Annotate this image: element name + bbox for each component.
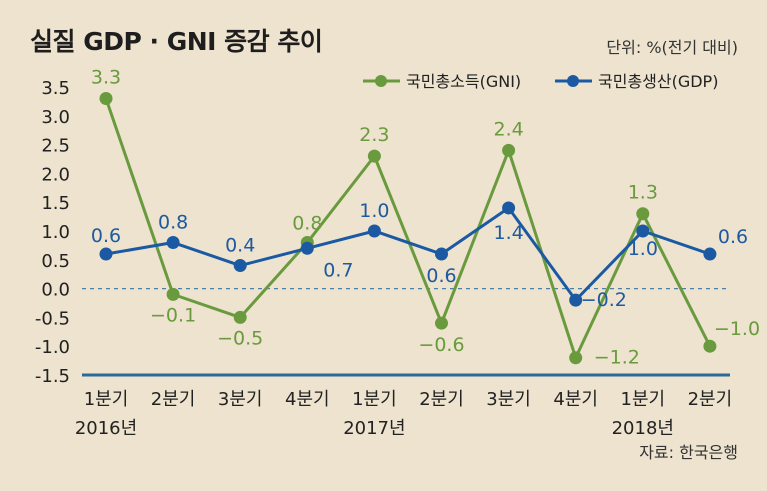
x-year-label: 2017년 [343,418,405,439]
gdp-data-label: 0.7 [323,259,353,281]
legend-gni-marker [375,75,387,87]
gdp-point [569,293,583,307]
chart-title: 실질 GDP · GNI 증감 추이 [30,27,322,56]
gni-data-label: 2.3 [359,124,389,146]
gdp-data-label: −0.2 [581,289,627,311]
gni-point [166,287,180,301]
legend-gni-label: 국민총소득(GNI) [406,72,521,91]
x-tick-label: 2분기 [419,389,464,410]
y-axis-ticks: 3.5 3.0 2.5 2.0 1.5 1.0 0.5 0.0 -0.5 -1.0 -1.5 [35,78,70,387]
gni-data-label: −1.0 [714,318,760,340]
gdp-point [367,224,381,238]
gdp-point [435,247,448,261]
gni-point [435,316,448,330]
gdp-point [99,247,113,261]
y-tick-label: -0.5 [35,308,70,329]
y-tick-label: -1.0 [35,337,70,358]
y-tick-label: 0.5 [41,251,70,272]
gdp-series-line [105,206,711,302]
gdp-data-label: 0.6 [426,265,456,287]
x-tick-label: 1분기 [352,389,397,410]
gni-data-label: 2.4 [493,118,523,140]
x-year-label: 2016년 [75,418,137,439]
gni-data-label: −0.1 [150,304,196,326]
x-tick-label: 3분기 [218,389,263,410]
series-group: 3.3 −0.1 −0.5 0.8 2.3 −0.6 2.4 −1.2 1.3 −1.0 0.6 0.… [91,67,760,369]
gdp-point [636,224,650,238]
gni-point [99,92,113,106]
gni-data-label: 0.8 [292,213,322,235]
legend: 국민총소득(GNI) 국민총생산(GDP) [363,72,718,91]
gdp-data-label: 1.0 [628,238,658,260]
legend-gdp-marker [567,75,579,87]
gni-point [233,310,247,324]
y-tick-label: -1.5 [35,366,70,387]
x-year-label: 2018년 [612,418,674,439]
gni-point [703,339,717,353]
gdp-point [703,247,717,261]
x-tick-label: 2분기 [151,389,196,410]
x-tick-label: 1분기 [621,389,666,410]
gni-point [569,351,583,365]
gni-data-label: −1.2 [594,347,640,369]
gni-data-label: 1.3 [628,182,658,204]
gdp-data-label: 1.4 [493,222,523,244]
x-tick-label: 1분기 [84,389,129,410]
gni-data-label: −0.5 [217,327,263,349]
gdp-data-label: 0.6 [91,225,121,247]
gdp-point [502,201,516,215]
x-tick-label: 4분기 [553,389,598,410]
gdp-data-label: 1.0 [359,200,389,222]
gni-point [367,149,381,163]
legend-item-gni: 국민총소득(GNI) [363,72,521,91]
y-tick-label: 2.5 [41,136,70,157]
x-tick-label: 3분기 [486,389,531,410]
gdp-point [166,236,180,250]
x-tick-label: 4분기 [285,389,330,410]
y-tick-label: 3.5 [41,78,70,99]
gdp-data-label: 0.4 [225,235,255,257]
gdp-data-label: 0.6 [718,226,748,248]
gni-point [502,143,516,157]
gni-point [636,207,650,221]
gni-data-label: 3.3 [91,67,121,89]
source-label: 자료: 한국은행 [639,443,738,462]
legend-gdp-label: 국민총생산(GDP) [598,72,718,91]
gdp-point [233,259,247,273]
y-tick-label: 0.0 [41,280,70,301]
x-tick-label: 2분기 [688,389,733,410]
y-tick-label: 1.0 [41,222,70,243]
gdp-data-label: 0.8 [158,212,188,234]
y-tick-label: 3.0 [41,107,70,128]
unit-label: 단위: %(전기 대비) [606,38,738,57]
y-tick-label: 2.0 [41,164,70,185]
y-tick-label: 1.5 [41,193,70,214]
legend-item-gdp: 국민총생산(GDP) [555,72,718,91]
x-axis-ticks: 1분기 2016년 2분기 3분기 4분기 1분기 2017년 2분기 3분기 4분기 1분기 201… [75,389,732,439]
gdp-point [300,241,314,255]
gni-series-line [104,98,712,360]
gni-data-label: −0.6 [418,334,464,356]
